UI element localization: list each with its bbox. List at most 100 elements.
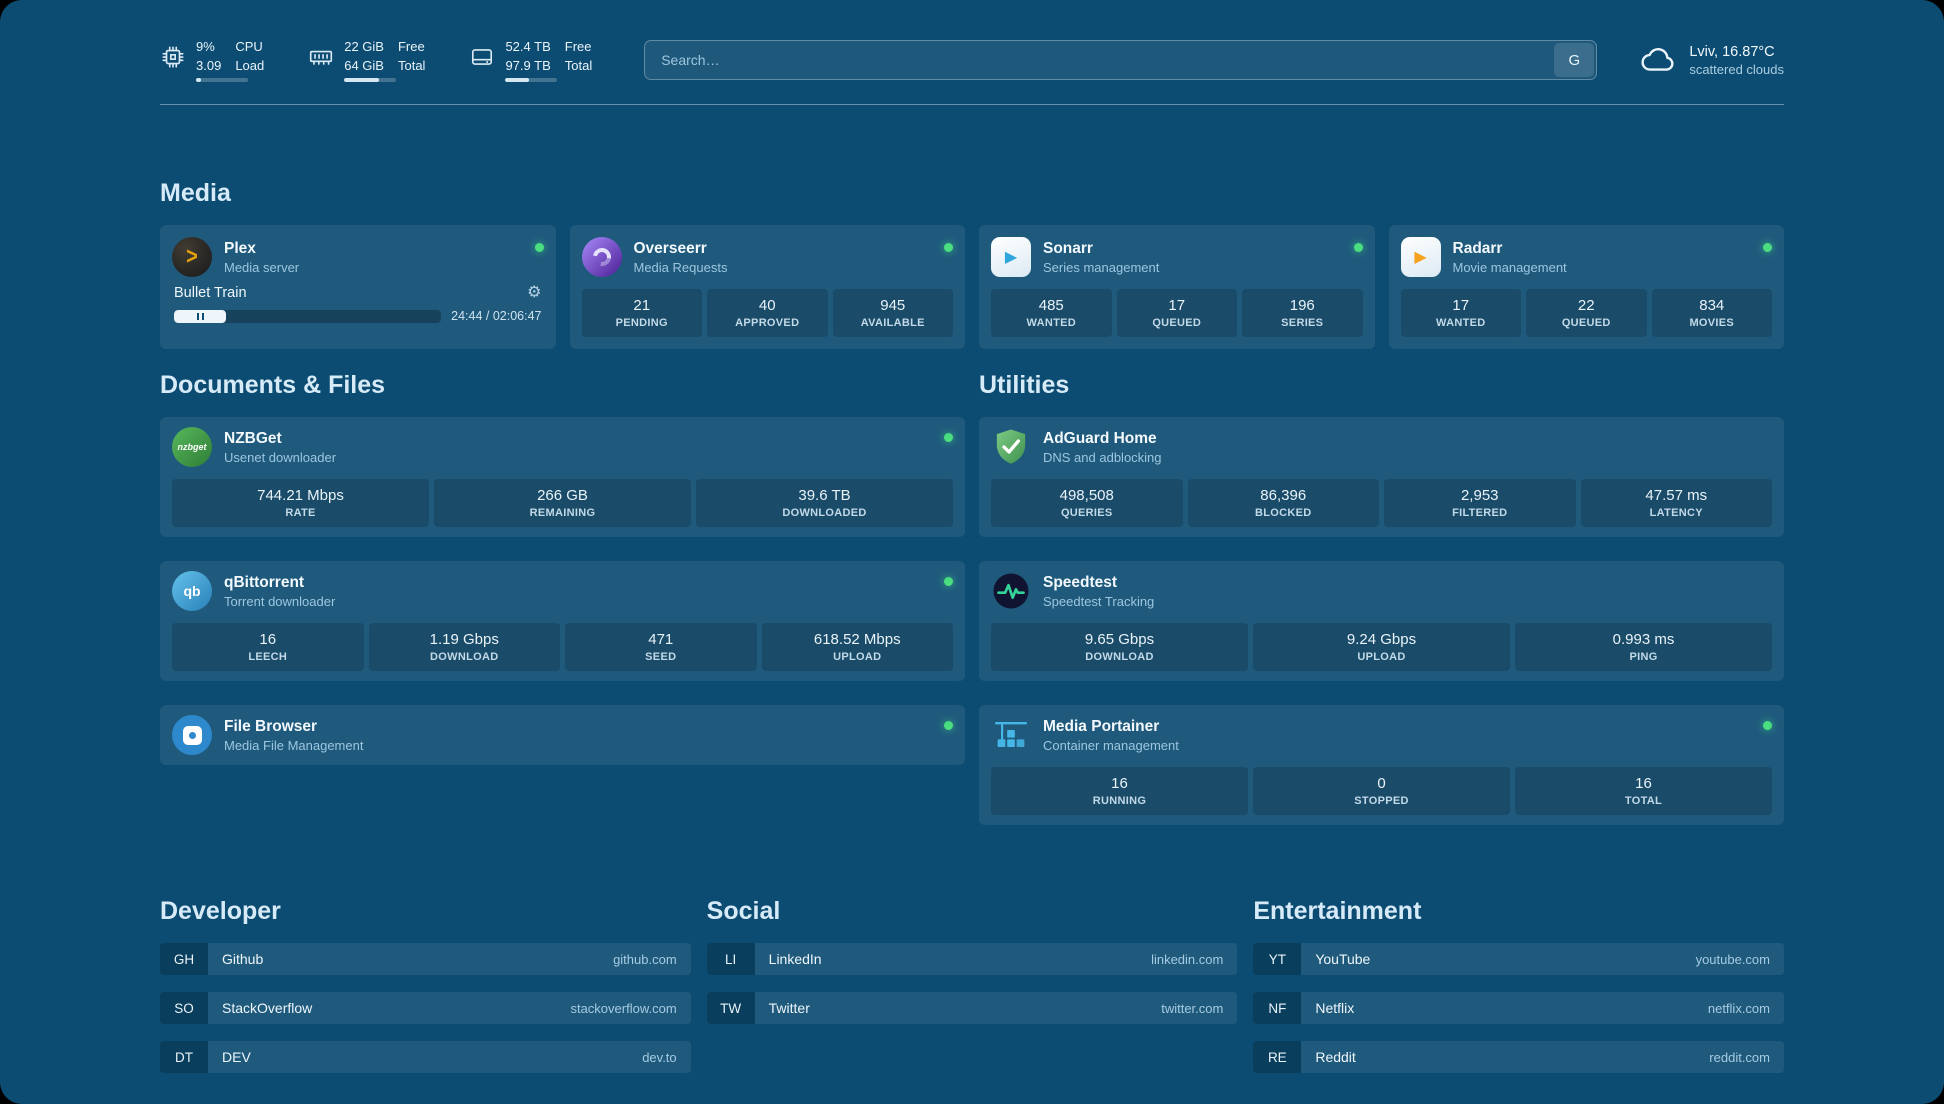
service-desc: Media File Management [224, 737, 364, 753]
stat-upload: 9.24 Gbps UPLOAD [1253, 623, 1510, 672]
bookmark-name: Twitter [768, 1000, 810, 1017]
overseerr-icon [581, 237, 622, 278]
status-dot [1763, 721, 1772, 731]
stat-pending: 21 PENDING [581, 289, 702, 338]
service-name: Overseerr [633, 240, 707, 258]
playback-progress-bar[interactable] [174, 309, 442, 323]
stat-latency: 47.57 ms LATENCY [1580, 479, 1772, 528]
status-dot [1763, 243, 1772, 253]
stat-queued: 22 QUEUED [1526, 289, 1647, 338]
weather-condition: scattered clouds [1689, 61, 1784, 77]
status-dot [944, 433, 953, 443]
service-desc: DNS and adblocking [1043, 449, 1162, 465]
bookmark-abbr: NF [1253, 992, 1302, 1025]
memory-icon [308, 44, 334, 70]
service-name: qBittorrent [224, 574, 305, 592]
section-title-developer: Developer [160, 897, 281, 926]
search-box: G [644, 40, 1598, 81]
stat-stopped: 0 STOPPED [1253, 767, 1510, 816]
speedtest-icon [991, 571, 1031, 611]
service-desc: Series management [1043, 259, 1160, 275]
bookmark-domain: dev.to [642, 1049, 677, 1065]
service-name: Plex [224, 240, 256, 258]
qbittorrent-icon: qb [172, 571, 212, 612]
stat-downloaded: 39.6 TB DOWNLOADED [696, 479, 953, 528]
stat-download: 1.19 Gbps DOWNLOAD [368, 623, 560, 672]
stat-total: 16 TOTAL [1515, 767, 1772, 816]
cpu-progress [196, 78, 248, 83]
memory-widget: 22 GiB Free 64 GiB Total [308, 38, 425, 83]
status-dot [944, 721, 953, 731]
stat-ping: 0.993 ms PING [1515, 623, 1772, 672]
plex-card[interactable]: > Plex Media server Bullet Train ⚙ 24:44… [160, 225, 556, 350]
service-desc: Media Requests [633, 259, 728, 275]
bookmark-domain: reddit.com [1709, 1049, 1770, 1065]
service-name: Speedtest [1043, 574, 1118, 592]
portainer-card[interactable]: Media Portainer Container management 16 … [979, 705, 1784, 826]
status-dot [534, 243, 544, 253]
stat-movies: 834 MOVIES [1651, 289, 1772, 338]
bookmark-youtube[interactable]: YT YouTube youtube.com [1253, 943, 1784, 976]
bookmark-domain: stackoverflow.com [570, 1000, 677, 1016]
radarr-card[interactable]: ▶ Radarr Movie management 17 WANTED 22 Q… [1388, 225, 1784, 350]
cpu-load-label: Load [235, 57, 265, 73]
status-dot [944, 577, 953, 587]
search-input[interactable] [644, 40, 1598, 81]
stat-wanted: 17 WANTED [1400, 289, 1521, 338]
stat-filtered: 2,953 FILTERED [1384, 479, 1576, 528]
service-desc: Speedtest Tracking [1043, 593, 1155, 609]
plex-icon: > [172, 237, 212, 278]
now-playing-title: Bullet Train [174, 285, 247, 302]
stat-available: 945 AVAILABLE [832, 289, 953, 338]
disk-icon [469, 44, 495, 70]
weather-widget: Lviv, 16.87°C scattered clouds [1639, 41, 1784, 79]
stat-wanted: 485 WANTED [991, 289, 1112, 338]
stat-rate: 744.21 Mbps RATE [172, 479, 429, 528]
stat-seed: 471 SEED [565, 623, 757, 672]
bookmark-name: StackOverflow [222, 1000, 313, 1017]
status-dot [1353, 243, 1363, 253]
service-name: Radarr [1452, 240, 1503, 258]
filebrowser-card[interactable]: File Browser Media File Management [160, 705, 965, 766]
bookmark-stackoverflow[interactable]: SO StackOverflow stackoverflow.com [160, 992, 691, 1025]
bookmark-netflix[interactable]: NF Netflix netflix.com [1253, 992, 1784, 1025]
disk-free-label: Free [564, 39, 592, 54]
weather-location: Lviv, 16.87°C [1689, 43, 1775, 60]
sonarr-card[interactable]: ▶ Sonarr Series management 485 WANTED 17… [979, 225, 1375, 350]
speedtest-card[interactable]: Speedtest Speedtest Tracking 9.65 Gbps D… [979, 561, 1784, 682]
bookmark-domain: netflix.com [1707, 1000, 1770, 1016]
bookmark-domain: linkedin.com [1151, 951, 1224, 967]
sonarr-icon: ▶ [991, 237, 1031, 278]
cpu-icon [160, 44, 186, 70]
bookmark-domain: github.com [613, 951, 677, 967]
memory-free: 22 GiB [344, 39, 384, 54]
bookmark-abbr: DT [160, 1041, 208, 1074]
radarr-icon: ▶ [1400, 237, 1441, 278]
bookmark-name: DEV [222, 1049, 251, 1066]
status-dot [944, 243, 953, 253]
disk-progress [505, 78, 558, 83]
bookmark-twitter[interactable]: TW Twitter twitter.com [706, 992, 1238, 1025]
stat-leech: 16 LEECH [172, 623, 364, 672]
cpu-load: 3.09 [196, 57, 222, 73]
stat-queries: 498,508 QUERIES [991, 479, 1183, 528]
adguard-card[interactable]: AdGuard Home DNS and adblocking 498,508 … [979, 417, 1784, 538]
disk-total: 97.9 TB [505, 57, 551, 73]
bookmark-reddit[interactable]: RE Reddit reddit.com [1253, 1041, 1784, 1074]
qbittorrent-card[interactable]: qb qBittorrent Torrent downloader 16 LEE… [160, 561, 965, 682]
stat-series: 196 SERIES [1242, 289, 1363, 338]
playback-time: 24:44 / 02:06:47 [451, 309, 542, 324]
bookmark-github[interactable]: GH Github github.com [160, 943, 691, 976]
nzbget-card[interactable]: nzbget NZBGet Usenet downloader 744.21 M… [160, 417, 965, 538]
bookmark-dev[interactable]: DT DEV dev.to [160, 1041, 691, 1074]
resource-widgets: 9% CPU 3.09 Load 22 GiB Free 64 G [160, 38, 592, 83]
cpu-widget: 9% CPU 3.09 Load [160, 38, 265, 83]
bookmark-name: Reddit [1315, 1049, 1356, 1066]
overseerr-card[interactable]: Overseerr Media Requests 21 PENDING 40 A… [569, 225, 965, 350]
bookmark-linkedin[interactable]: LI LinkedIn linkedin.com [706, 943, 1238, 976]
gear-icon[interactable]: ⚙ [527, 284, 542, 302]
stat-download: 9.65 Gbps DOWNLOAD [991, 623, 1248, 672]
search-provider-button[interactable]: G [1554, 43, 1595, 78]
stat-upload: 618.52 Mbps UPLOAD [761, 623, 953, 672]
bookmark-abbr: GH [160, 943, 208, 976]
